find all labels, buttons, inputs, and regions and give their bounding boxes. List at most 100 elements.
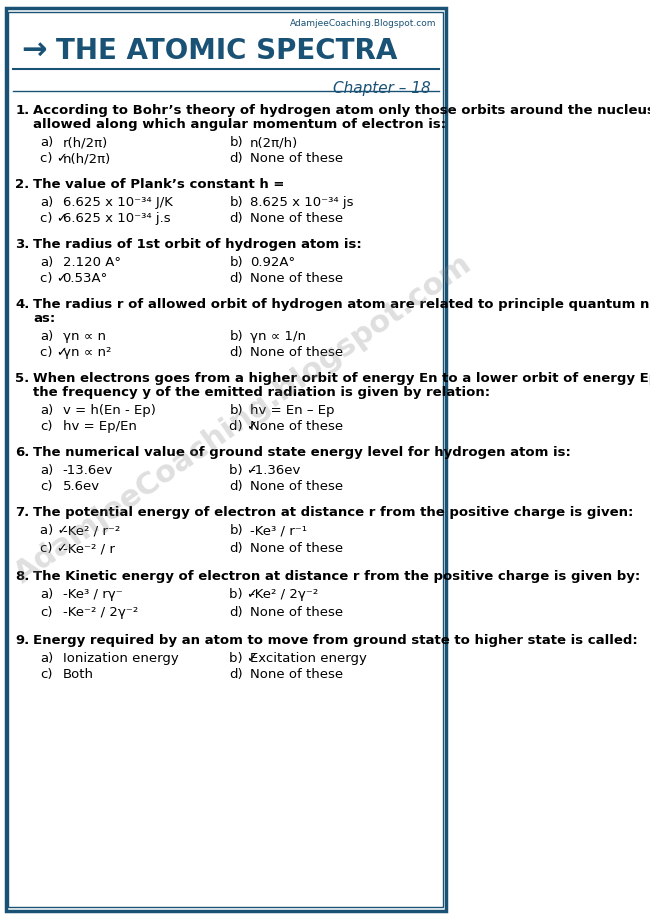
Text: c): c) bbox=[40, 480, 53, 493]
Text: a): a) bbox=[40, 256, 53, 269]
Text: AdamjeeCoaching.Blogspot.com: AdamjeeCoaching.Blogspot.com bbox=[290, 19, 437, 28]
Text: The radius of 1st orbit of hydrogen atom is:: The radius of 1st orbit of hydrogen atom… bbox=[33, 238, 362, 251]
Text: v = h(En - Ep): v = h(En - Ep) bbox=[62, 404, 155, 417]
FancyBboxPatch shape bbox=[8, 12, 443, 907]
Text: None of these: None of these bbox=[250, 480, 343, 493]
Text: Energy required by an atom to move from ground state to higher state is called:: Energy required by an atom to move from … bbox=[33, 634, 638, 647]
Text: c) ✓: c) ✓ bbox=[40, 272, 68, 285]
Text: None of these: None of these bbox=[250, 346, 343, 359]
Text: 8.625 x 10⁻³⁴ js: 8.625 x 10⁻³⁴ js bbox=[250, 196, 354, 209]
Text: Both: Both bbox=[62, 668, 94, 681]
Text: 2.120 A°: 2.120 A° bbox=[62, 256, 120, 269]
Text: 4.: 4. bbox=[16, 298, 30, 311]
Text: d): d) bbox=[229, 152, 243, 165]
Text: The value of Plank’s constant h =: The value of Plank’s constant h = bbox=[33, 178, 285, 191]
Text: a): a) bbox=[40, 136, 53, 149]
Text: -1.36ev: -1.36ev bbox=[250, 464, 300, 477]
Text: b) ✓: b) ✓ bbox=[229, 588, 259, 601]
FancyBboxPatch shape bbox=[6, 8, 447, 911]
Text: 0.92A°: 0.92A° bbox=[250, 256, 295, 269]
Text: a) ✓: a) ✓ bbox=[40, 524, 69, 537]
Text: d): d) bbox=[229, 480, 243, 493]
Text: c) ✓: c) ✓ bbox=[40, 346, 68, 359]
Text: b): b) bbox=[229, 330, 243, 343]
Text: 6.625 x 10⁻³⁴ J/K: 6.625 x 10⁻³⁴ J/K bbox=[62, 196, 172, 209]
Text: 0.53A°: 0.53A° bbox=[62, 272, 108, 285]
Text: -Ke³ / r⁻¹: -Ke³ / r⁻¹ bbox=[250, 524, 307, 537]
Text: b): b) bbox=[229, 196, 243, 209]
Text: hv = Ep/En: hv = Ep/En bbox=[62, 420, 136, 433]
Text: d): d) bbox=[229, 212, 243, 225]
Text: The radius r of allowed orbit of hydrogen atom are related to principle quantum : The radius r of allowed orbit of hydroge… bbox=[33, 298, 650, 311]
Text: b) ✓: b) ✓ bbox=[229, 652, 259, 665]
Text: 1.: 1. bbox=[16, 104, 29, 117]
Text: 2.: 2. bbox=[16, 178, 29, 191]
Text: THE ATOMIC SPECTRA: THE ATOMIC SPECTRA bbox=[56, 37, 397, 65]
Text: None of these: None of these bbox=[250, 212, 343, 225]
Text: γn ∝ 1/n: γn ∝ 1/n bbox=[250, 330, 306, 343]
Text: d): d) bbox=[229, 542, 243, 555]
Text: -Ke² / r⁻²: -Ke² / r⁻² bbox=[62, 524, 120, 537]
Text: c) ✓: c) ✓ bbox=[40, 212, 68, 225]
Text: -Ke⁻² / r: -Ke⁻² / r bbox=[62, 542, 114, 555]
Text: AdamjeeCoaching.blogspot.com: AdamjeeCoaching.blogspot.com bbox=[9, 249, 477, 589]
Text: 6.: 6. bbox=[16, 446, 30, 459]
Text: None of these: None of these bbox=[250, 606, 343, 619]
Text: 5.6ev: 5.6ev bbox=[62, 480, 99, 493]
Text: a): a) bbox=[40, 330, 53, 343]
Text: None of these: None of these bbox=[250, 272, 343, 285]
Text: b): b) bbox=[229, 136, 243, 149]
Text: c) ✓: c) ✓ bbox=[40, 152, 68, 165]
Text: -Ke⁻² / 2γ⁻²: -Ke⁻² / 2γ⁻² bbox=[62, 606, 138, 619]
Text: c): c) bbox=[40, 420, 53, 433]
Text: a): a) bbox=[40, 652, 53, 665]
Text: n(h/2π): n(h/2π) bbox=[62, 152, 110, 165]
Text: b): b) bbox=[229, 256, 243, 269]
Text: c): c) bbox=[40, 606, 53, 619]
Text: b): b) bbox=[229, 524, 243, 537]
Text: 8.: 8. bbox=[16, 570, 30, 583]
Text: r(h/2π): r(h/2π) bbox=[62, 136, 108, 149]
Text: The potential energy of electron at distance r from the positive charge is given: The potential energy of electron at dist… bbox=[33, 506, 634, 519]
Text: b) ✓: b) ✓ bbox=[229, 464, 259, 477]
Text: 3.: 3. bbox=[16, 238, 30, 251]
Text: -Ke³ / rγ⁻: -Ke³ / rγ⁻ bbox=[62, 588, 122, 601]
Text: as:: as: bbox=[33, 312, 56, 325]
Text: d): d) bbox=[229, 606, 243, 619]
Text: According to Bohr’s theory of hydrogen atom only those orbits around the nucleus: According to Bohr’s theory of hydrogen a… bbox=[33, 104, 650, 117]
Text: None of these: None of these bbox=[250, 668, 343, 681]
Text: allowed along which angular momentum of electron is:: allowed along which angular momentum of … bbox=[33, 118, 447, 131]
Text: a): a) bbox=[40, 196, 53, 209]
Text: 9.: 9. bbox=[16, 634, 29, 647]
Text: The Kinetic energy of electron at distance r from the positive charge is given b: The Kinetic energy of electron at distan… bbox=[33, 570, 641, 583]
Text: The numerical value of ground state energy level for hydrogen atom is:: The numerical value of ground state ener… bbox=[33, 446, 571, 459]
Text: the frequency y of the emitted radiation is given by relation:: the frequency y of the emitted radiation… bbox=[33, 386, 491, 399]
Text: d): d) bbox=[229, 668, 243, 681]
Text: None of these: None of these bbox=[250, 420, 343, 433]
Text: 7.: 7. bbox=[16, 506, 29, 519]
Text: None of these: None of these bbox=[250, 542, 343, 555]
Text: When electrons goes from a higher orbit of energy En to a lower orbit of energy : When electrons goes from a higher orbit … bbox=[33, 372, 650, 385]
Text: b): b) bbox=[229, 404, 243, 417]
Text: 6.625 x 10⁻³⁴ j.s: 6.625 x 10⁻³⁴ j.s bbox=[62, 212, 170, 225]
Text: d): d) bbox=[229, 272, 243, 285]
Text: d): d) bbox=[229, 346, 243, 359]
Text: →: → bbox=[21, 37, 46, 65]
Text: d) ✓: d) ✓ bbox=[229, 420, 259, 433]
Text: Excitation energy: Excitation energy bbox=[250, 652, 367, 665]
Text: c) ✓: c) ✓ bbox=[40, 542, 68, 555]
Text: -13.6ev: -13.6ev bbox=[62, 464, 113, 477]
Text: a): a) bbox=[40, 404, 53, 417]
Text: Chapter – 18: Chapter – 18 bbox=[333, 81, 431, 96]
Text: n(2π/h): n(2π/h) bbox=[250, 136, 298, 149]
Text: a): a) bbox=[40, 588, 53, 601]
Text: γn ∝ n: γn ∝ n bbox=[62, 330, 105, 343]
Text: -Ke² / 2γ⁻²: -Ke² / 2γ⁻² bbox=[250, 588, 318, 601]
Text: None of these: None of these bbox=[250, 152, 343, 165]
Text: Ionization energy: Ionization energy bbox=[62, 652, 178, 665]
Text: 5.: 5. bbox=[16, 372, 29, 385]
Text: a): a) bbox=[40, 464, 53, 477]
Text: hv = En – Ep: hv = En – Ep bbox=[250, 404, 335, 417]
Text: c): c) bbox=[40, 668, 53, 681]
Text: γn ∝ n²: γn ∝ n² bbox=[62, 346, 111, 359]
